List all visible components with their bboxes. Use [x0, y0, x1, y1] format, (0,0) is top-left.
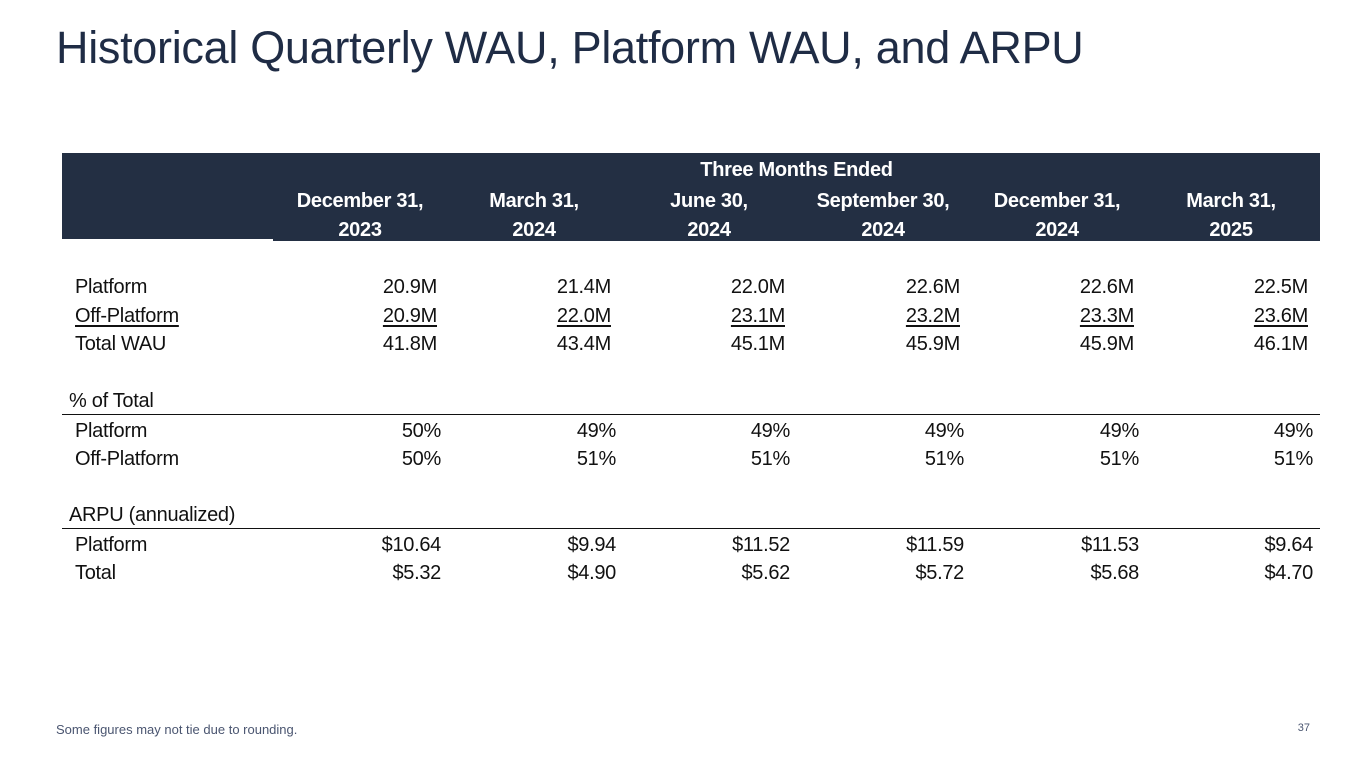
section-heading-pct-of-total: % of Total [62, 388, 1320, 415]
cell: 51% [1099, 448, 1139, 470]
cell: 22.5M [1253, 276, 1308, 298]
cell: 23.2M [905, 305, 960, 327]
cell: $4.70 [1264, 562, 1313, 584]
header-notch [62, 239, 273, 241]
table-row-arpu-platform: Platform $10.64 $9.94 $11.52 $11.59 $11.… [62, 531, 1320, 559]
cell: 23.1M [730, 305, 785, 327]
cell: 51% [1273, 448, 1313, 470]
cell: 46.1M [1253, 333, 1308, 355]
cell: $11.52 [732, 534, 790, 556]
row-label: Total [75, 562, 116, 584]
three-months-ended-header: Three Months Ended [700, 159, 893, 181]
row-label: Off-Platform [75, 305, 179, 327]
cell: 22.6M [1079, 276, 1134, 298]
cell: 23.3M [1079, 305, 1134, 327]
table-row-pct-platform: Platform 50% 49% 49% 49% 49% 49% [62, 417, 1320, 445]
cell: 41.8M [382, 333, 437, 355]
wau-arpu-table: Three Months Ended December 31, 2023 Marc… [62, 153, 1320, 584]
page-title: Historical Quarterly WAU, Platform WAU, … [56, 22, 1084, 73]
cell: $11.53 [1081, 534, 1139, 556]
page-number: 37 [1297, 722, 1310, 734]
cell: 22.0M [556, 305, 611, 327]
cell: 20.9M [382, 305, 437, 327]
table-row-total-wau: Total WAU 41.8M 43.4M 45.1M 45.9M 45.9M … [62, 330, 1320, 358]
cell: 50% [401, 448, 441, 470]
cell: 21.4M [556, 276, 611, 298]
cell: 49% [576, 420, 616, 442]
cell: $9.64 [1264, 534, 1313, 556]
cell: 45.9M [905, 333, 960, 355]
cell: 49% [924, 420, 964, 442]
table-row-pct-off-platform: Off-Platform 50% 51% 51% 51% 51% 51% [62, 445, 1320, 473]
cell: 50% [401, 420, 441, 442]
cell: 51% [924, 448, 964, 470]
cell: 49% [1099, 420, 1139, 442]
table-row-off-platform-wau: Off-Platform 20.9M 22.0M 23.1M 23.2M 23.… [62, 302, 1320, 330]
col-header-dec-2023: December 31, 2023 [296, 190, 424, 241]
cell: 22.0M [730, 276, 785, 298]
cell: $4.90 [567, 562, 616, 584]
cell: 51% [576, 448, 616, 470]
row-label: Platform [75, 420, 148, 442]
row-label: Total WAU [75, 333, 167, 355]
col-header-mar-2024: March 31, 2024 [489, 190, 579, 241]
cell: $5.72 [915, 562, 964, 584]
cell: 23.6M [1253, 305, 1308, 327]
cell: $5.68 [1090, 562, 1139, 584]
table-row-platform-wau: Platform 20.9M 21.4M 22.0M 22.6M 22.6M 2… [62, 273, 1320, 301]
cell: 49% [1273, 420, 1313, 442]
col-header-jun-2024: June 30, 2024 [670, 190, 748, 241]
cell: $5.62 [741, 562, 790, 584]
cell: 45.1M [730, 333, 785, 355]
cell: 22.6M [905, 276, 960, 298]
cell: 43.4M [556, 333, 611, 355]
col-header-sep-2024: September 30, 2024 [816, 190, 950, 241]
col-header-mar-2025: March 31, 2025 [1186, 190, 1276, 241]
col-header-dec-2024: December 31, 2024 [993, 190, 1121, 241]
cell: 20.9M [382, 276, 437, 298]
row-label: Off-Platform [75, 448, 179, 470]
cell: $5.32 [392, 562, 441, 584]
cell: 45.9M [1079, 333, 1134, 355]
footnote: Some figures may not tie due to rounding… [56, 722, 298, 737]
cell: $11.59 [906, 534, 964, 556]
cell: $9.94 [567, 534, 616, 556]
row-label: Platform [75, 276, 148, 298]
table-row-arpu-total: Total $5.32 $4.90 $5.62 $5.72 $5.68 $4.7… [62, 559, 1320, 587]
cell: 51% [750, 448, 790, 470]
section-heading-arpu: ARPU (annualized) [62, 502, 1320, 529]
row-label: Platform [75, 534, 148, 556]
cell: $10.64 [381, 534, 442, 556]
table-header: Three Months Ended December 31, 2023 Marc… [62, 153, 1320, 241]
cell: 49% [750, 420, 790, 442]
